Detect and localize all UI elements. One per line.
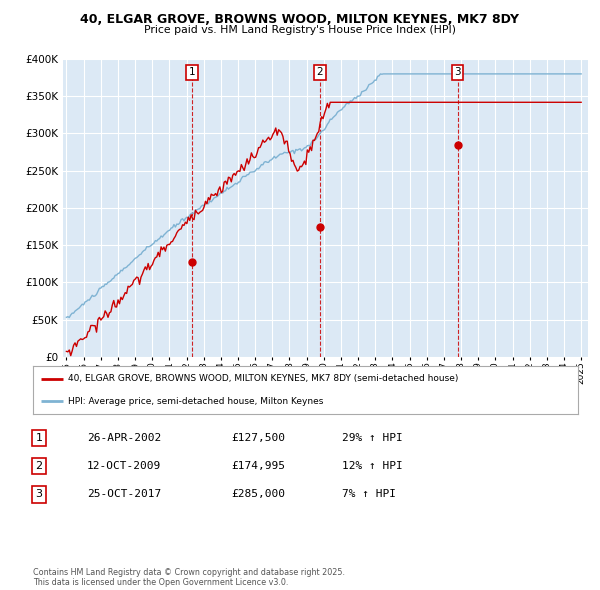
Text: 26-APR-2002: 26-APR-2002 xyxy=(87,433,161,442)
Text: 2: 2 xyxy=(317,67,323,77)
Text: £127,500: £127,500 xyxy=(231,433,285,442)
Text: Price paid vs. HM Land Registry's House Price Index (HPI): Price paid vs. HM Land Registry's House … xyxy=(144,25,456,35)
Text: £174,995: £174,995 xyxy=(231,461,285,471)
Text: 2: 2 xyxy=(35,461,43,471)
Text: 3: 3 xyxy=(35,490,43,499)
Text: 40, ELGAR GROVE, BROWNS WOOD, MILTON KEYNES, MK7 8DY (semi-detached house): 40, ELGAR GROVE, BROWNS WOOD, MILTON KEY… xyxy=(68,375,459,384)
Text: £285,000: £285,000 xyxy=(231,490,285,499)
Text: 29% ↑ HPI: 29% ↑ HPI xyxy=(342,433,403,442)
Text: HPI: Average price, semi-detached house, Milton Keynes: HPI: Average price, semi-detached house,… xyxy=(68,396,324,405)
Text: 1: 1 xyxy=(35,433,43,442)
Text: 40, ELGAR GROVE, BROWNS WOOD, MILTON KEYNES, MK7 8DY: 40, ELGAR GROVE, BROWNS WOOD, MILTON KEY… xyxy=(80,13,520,26)
Text: 25-OCT-2017: 25-OCT-2017 xyxy=(87,490,161,499)
Text: 3: 3 xyxy=(454,67,461,77)
Text: 1: 1 xyxy=(189,67,196,77)
Text: 12% ↑ HPI: 12% ↑ HPI xyxy=(342,461,403,471)
Text: Contains HM Land Registry data © Crown copyright and database right 2025.
This d: Contains HM Land Registry data © Crown c… xyxy=(33,568,345,587)
Text: 12-OCT-2009: 12-OCT-2009 xyxy=(87,461,161,471)
Text: 7% ↑ HPI: 7% ↑ HPI xyxy=(342,490,396,499)
